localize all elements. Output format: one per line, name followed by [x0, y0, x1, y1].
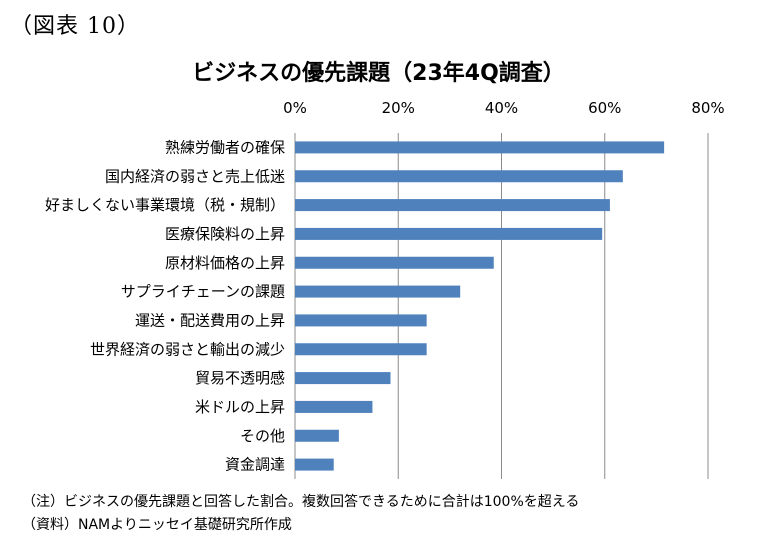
category-label: 資金調達 — [225, 456, 285, 474]
figure-label: （図表 10） — [10, 14, 140, 39]
bar — [295, 314, 427, 327]
category-label: 世界経済の弱さと輸出の減少 — [90, 340, 285, 358]
bar — [295, 458, 334, 471]
bar — [295, 141, 665, 154]
x-tick-label: 40% — [485, 99, 518, 117]
bars — [295, 141, 665, 471]
bar — [295, 256, 494, 269]
bar — [295, 199, 610, 212]
bar — [295, 285, 461, 298]
bar — [295, 400, 373, 413]
bar — [295, 343, 427, 356]
category-label: 国内経済の弱さと売上低迷 — [105, 167, 285, 185]
bar — [295, 227, 603, 240]
bar — [295, 170, 623, 183]
category-label: サプライチェーンの課題 — [121, 283, 285, 301]
category-label: 熟練労働者の確保 — [165, 138, 285, 156]
x-tick-label: 20% — [382, 99, 415, 117]
category-label: 医療保険料の上昇 — [165, 225, 285, 243]
category-label: 好ましくない事業環境（税・規制） — [45, 196, 285, 214]
bar — [295, 372, 391, 385]
footnote-source: （資料）NAMよりニッセイ基礎研究所作成 — [22, 517, 292, 533]
category-label: 運送・配送費用の上昇 — [135, 311, 285, 329]
category-label: 貿易不透明感 — [195, 369, 285, 387]
chart-title: ビジネスの優先課題（23年4Q調査） — [192, 61, 565, 86]
category-label: 原材料価格の上昇 — [165, 254, 285, 272]
x-tick-label: 80% — [691, 99, 724, 117]
category-label: その他 — [240, 427, 285, 445]
gridlines — [294, 133, 709, 479]
x-tick-label: 0% — [283, 99, 307, 117]
x-axis-ticks: 0% 20% 40% 60% 80% — [283, 99, 725, 117]
category-label: 米ドルの上昇 — [195, 398, 285, 416]
footnote-note: （注）ビジネスの優先課題と回答した割合。複数回答できるために合計は100%を超え… — [22, 494, 580, 510]
bar — [295, 429, 339, 442]
x-tick-label: 60% — [588, 99, 621, 117]
